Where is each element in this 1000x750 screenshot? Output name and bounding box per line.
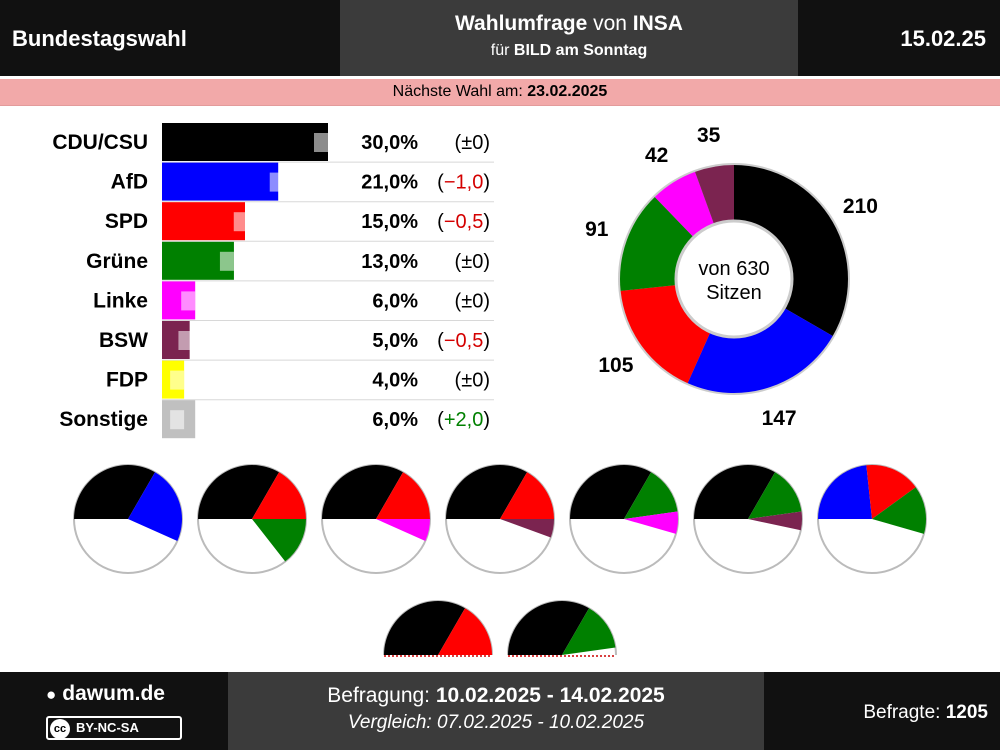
prev-marker-fdp <box>170 370 185 390</box>
coalition-3 <box>321 464 431 574</box>
respondents: Befragte: 1205 <box>863 702 988 723</box>
coalition-slice-cdu-csu <box>694 465 775 519</box>
cc-icon: cc <box>50 719 70 739</box>
party-label-gruene: Grüne <box>86 250 148 273</box>
change-label-bsw: (−0,5) <box>437 330 490 352</box>
coalition-slice-spd <box>252 472 306 519</box>
prev-marker-cdu-csu <box>314 133 328 152</box>
party-label-bsw: BSW <box>99 329 148 352</box>
coalition-2 <box>197 464 307 574</box>
survey-info: Befragung: 10.02.2025 - 14.02.2025 Vergl… <box>228 672 764 750</box>
coalition-1 <box>73 464 183 574</box>
coalition-slice-spd <box>438 608 492 655</box>
coalition-slice-gruene <box>624 472 678 519</box>
value-label-sonstige: 6,0% <box>372 409 418 431</box>
brand-icon: ● <box>46 685 57 704</box>
change-label-cdu-csu: (±0) <box>455 132 490 154</box>
seat-label-afd: 147 <box>762 407 797 430</box>
value-label-gruene: 13,0% <box>361 251 418 273</box>
prev-marker-afd <box>269 172 284 192</box>
value-label-fdp: 4,0% <box>372 370 418 392</box>
coalition-slice-gruene <box>872 487 926 534</box>
prev-marker-sonstige <box>170 410 185 430</box>
party-label-cdu-csu: CDU/CSU <box>52 131 148 154</box>
seat-label-cdu-csu: 210 <box>843 195 878 218</box>
seat-label-spd: 105 <box>598 354 633 377</box>
coalition-slice-gruene <box>748 472 802 519</box>
party-label-sonstige: Sonstige <box>59 408 148 431</box>
poll-title: Wahlumfrage von INSA <box>455 12 683 35</box>
poll-title-box: Wahlumfrage von INSA für BILD am Sonntag <box>340 0 798 76</box>
party-label-spd: SPD <box>105 210 148 233</box>
coalition-slice-gruene <box>562 608 616 655</box>
coalition-slice-cdu-csu <box>74 465 155 519</box>
seat-label-bsw: 35 <box>697 124 721 147</box>
change-label-linke: (±0) <box>455 290 490 312</box>
coalition-slice-cdu-csu <box>508 601 589 655</box>
coalition-slice-cdu-csu <box>570 465 651 519</box>
bar-spd <box>162 202 245 241</box>
prev-marker-bsw <box>178 331 193 350</box>
election-type: Bundestagswahl <box>12 26 187 51</box>
coalition-7 <box>817 464 927 574</box>
bar-afd <box>162 162 279 201</box>
coalition-slice-cdu-csu <box>198 465 279 519</box>
coalition-slice-linke <box>624 511 678 534</box>
value-label-cdu-csu: 30,0% <box>361 132 418 154</box>
coalition-slice-gruene <box>252 519 306 562</box>
survey-range: 10.02.2025 - 14.02.2025 <box>435 684 665 707</box>
compare-range: Vergleich: 07.02.2025 - 10.02.2025 <box>347 712 645 733</box>
coalition-slice-afd <box>818 465 872 519</box>
bar-chart: CDU/CSU 30,0% (±0) AfD 21,0% (−1,0) SPD 15,0% (−… <box>52 123 494 439</box>
coalition-slice-cdu-csu <box>322 465 403 519</box>
value-label-bsw: 5,0% <box>372 330 418 352</box>
license-badge[interactable]: cc BY-NC-SA <box>46 716 182 740</box>
seat-label-linke: 42 <box>645 144 668 167</box>
footer-bar: ● dawum.de cc BY-NC-SA Befragung: 10.02.20… <box>0 672 1000 750</box>
seat-label-gruene: 91 <box>585 218 609 241</box>
donut-center-line2: Sitzen <box>706 282 762 304</box>
prev-marker-spd <box>233 212 248 232</box>
coalition-slice-afd <box>128 472 182 541</box>
coalition-halfpies <box>73 464 927 657</box>
coalition-6 <box>693 464 803 574</box>
coalition-4 <box>445 464 555 574</box>
poll-subtitle: für BILD am Sonntag <box>490 42 648 59</box>
change-label-sonstige: (+2,0) <box>437 409 490 431</box>
change-label-afd: (−1,0) <box>437 172 490 194</box>
dawum-logo[interactable]: ● dawum.de <box>46 682 165 705</box>
change-label-fdp: (±0) <box>455 370 490 392</box>
next-election-bar: Nächste Wahl am: 23.02.2025 <box>0 79 1000 106</box>
value-label-spd: 15,0% <box>361 211 418 233</box>
donut-center-line1: von 630 <box>698 258 769 280</box>
coalition-slice-bsw <box>500 519 554 538</box>
poll-date: 15.02.25 <box>900 26 986 51</box>
party-label-fdp: FDP <box>106 369 148 392</box>
coalition-8 <box>383 600 493 657</box>
header-bar: Bundestagswahl Wahlumfrage von INSA für … <box>0 0 1000 76</box>
value-label-afd: 21,0% <box>361 172 418 194</box>
prev-marker-gruene <box>219 251 234 271</box>
party-label-afd: AfD <box>111 171 148 194</box>
coalition-slice-spd <box>500 472 554 519</box>
coalition-slice-cdu-csu <box>446 465 527 519</box>
party-label-linke: Linke <box>93 289 148 312</box>
bar-cdu-csu <box>162 123 328 161</box>
coalition-slice-bsw <box>748 511 802 531</box>
coalition-9 <box>507 600 617 657</box>
coalition-slice-cdu-csu <box>384 601 465 655</box>
donut-hole <box>674 219 794 339</box>
coalition-slice-spd <box>376 472 430 519</box>
change-label-gruene: (±0) <box>455 251 490 273</box>
next-election-date: 23.02.2025 <box>527 83 608 100</box>
coalition-5 <box>569 464 679 574</box>
value-label-linke: 6,0% <box>372 290 418 312</box>
coalition-slice-spd <box>866 465 916 519</box>
change-label-spd: (−0,5) <box>437 211 490 233</box>
coalition-slice-linke <box>376 519 430 541</box>
prev-marker-linke <box>181 291 196 311</box>
